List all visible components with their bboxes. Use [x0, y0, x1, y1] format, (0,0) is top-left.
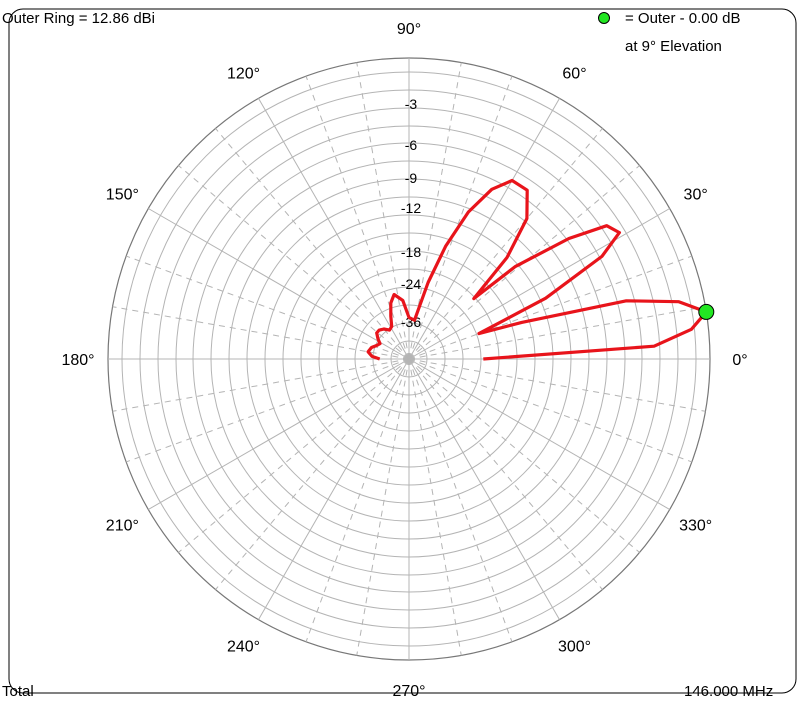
- legend-elevation-label: at 9° Elevation: [625, 38, 722, 55]
- pattern-series: [366, 178, 715, 361]
- angle-label-0: 0°: [732, 352, 747, 369]
- radial-label-1: -6: [405, 137, 418, 153]
- grid-spoke-210: [148, 358, 410, 510]
- grid-spoke-20: [408, 255, 693, 360]
- angle-label-90: 90°: [397, 21, 421, 38]
- radial-label-4: -18: [401, 244, 421, 260]
- outer-ring-label: Outer Ring = 12.86 dBi: [2, 10, 155, 27]
- frequency-label: 146.000 MHz: [684, 683, 773, 700]
- series-line-0: [366, 178, 708, 361]
- total-label: Total: [2, 683, 34, 700]
- grid-spoke-340: [408, 358, 693, 463]
- angle-labels: 0° 30° 60° 90° 120° 150° 180° 210° 240° 270° 300° 3…: [61, 21, 747, 700]
- grid-spoke-150: [148, 208, 410, 360]
- grid-spoke-330: [408, 358, 670, 510]
- radial-label-3: -12: [401, 200, 421, 216]
- angle-label-120: 120°: [227, 65, 260, 82]
- polar-grid: [107, 57, 711, 661]
- radial-label-5: -24: [401, 276, 421, 292]
- radial-labels: -3 -6 -9 -12 -18 -24 -36: [401, 96, 421, 330]
- peak-marker: [698, 303, 715, 320]
- radial-label-0: -3: [405, 96, 418, 112]
- legend-marker-label: = Outer - 0.00 dB: [625, 10, 740, 27]
- grid-spoke-60: [408, 98, 560, 360]
- angle-label-240: 240°: [227, 639, 260, 656]
- radial-label-6: -36: [401, 314, 421, 330]
- plot-frame: [8, 8, 797, 694]
- grid-spoke-290: [408, 358, 513, 643]
- grid-spoke-240: [258, 358, 410, 620]
- angle-label-30: 30°: [684, 187, 708, 204]
- angle-label-330: 330°: [679, 518, 712, 535]
- angle-label-150: 150°: [106, 187, 139, 204]
- grid-spoke-160: [125, 255, 410, 360]
- grid-spoke-70: [408, 75, 513, 360]
- angle-label-300: 300°: [558, 639, 591, 656]
- radial-label-2: -9: [405, 170, 418, 186]
- grid-spoke-200: [125, 358, 410, 463]
- angle-label-60: 60°: [562, 65, 586, 82]
- grid-spoke-110: [305, 75, 410, 360]
- grid-spoke-250: [305, 358, 410, 643]
- angle-label-270: 270°: [392, 683, 425, 700]
- grid-spoke-30: [408, 208, 670, 360]
- angle-label-210: 210°: [106, 518, 139, 535]
- legend-marker-icon: [598, 12, 610, 24]
- grid-spoke-300: [408, 358, 560, 620]
- angle-label-180: 180°: [61, 352, 94, 369]
- grid-spoke-120: [258, 98, 410, 360]
